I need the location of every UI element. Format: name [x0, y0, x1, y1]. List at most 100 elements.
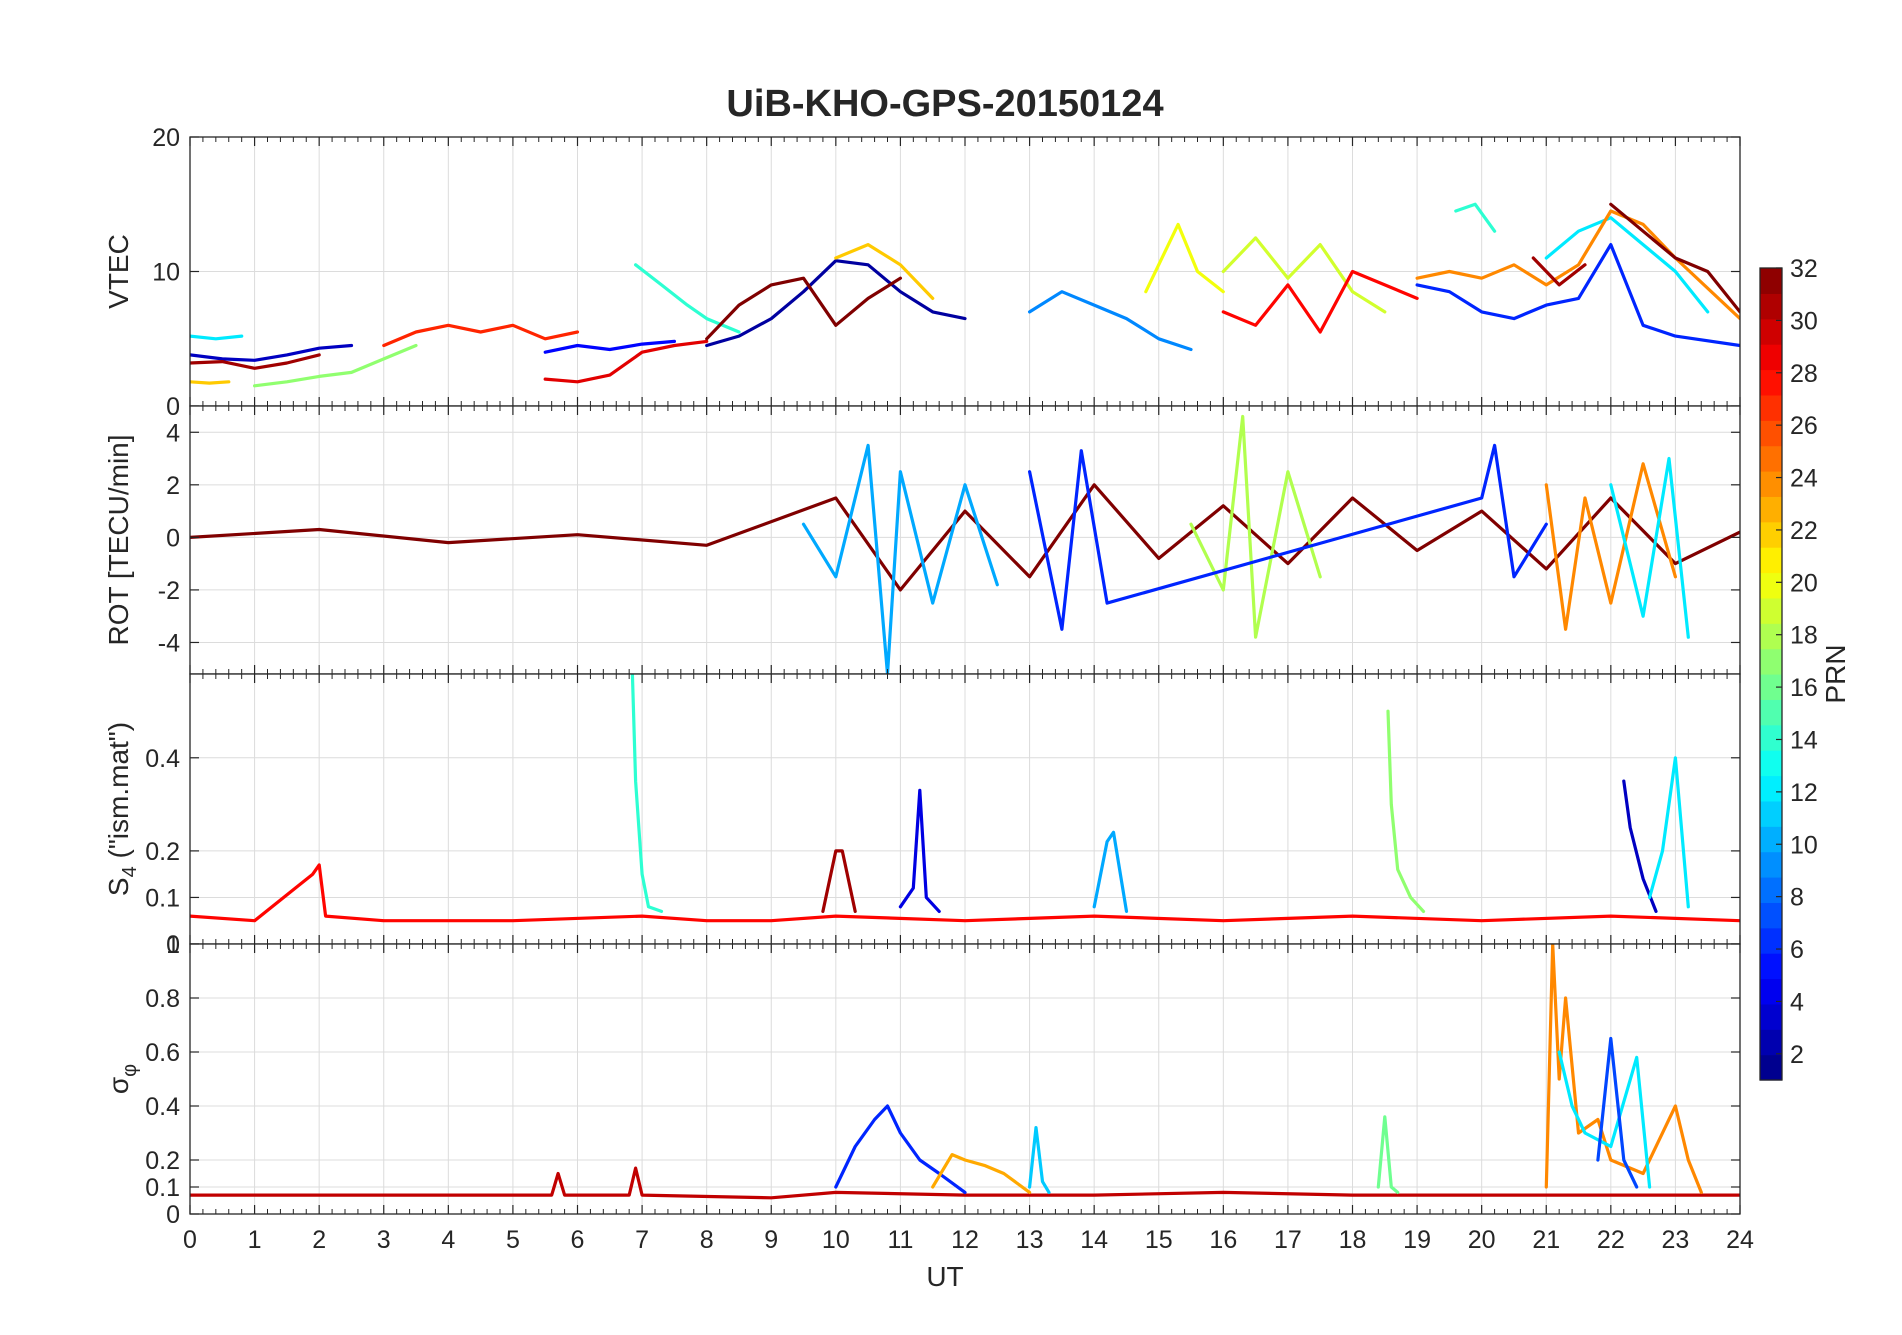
- colorbar-label: PRN: [1820, 644, 1851, 703]
- panel-vtec-ytick-label: 20: [152, 124, 180, 152]
- colorbar-segment: [1760, 471, 1782, 497]
- colorbar-tick-label: 30: [1790, 307, 1818, 335]
- colorbar-segment: [1760, 394, 1782, 421]
- trace-vtec-prn-19: [1221, 236, 1387, 314]
- colorbar-tick-label: 20: [1790, 569, 1818, 597]
- trace-s4-prn-10: [1092, 830, 1129, 913]
- colorbar-tick-label: 32: [1790, 255, 1818, 283]
- colorbar-tick-label: 22: [1790, 517, 1818, 545]
- trace-vtec-prn-12: [1544, 216, 1710, 314]
- trace-rot-prn-18: [1189, 414, 1322, 639]
- x-tick-label: 22: [1597, 1226, 1625, 1254]
- colorbar-tick-label: 12: [1790, 779, 1818, 807]
- colorbar-segment: [1760, 699, 1782, 726]
- colorbar-segment: [1760, 826, 1782, 853]
- trace-rot-prn-24: [1544, 462, 1677, 631]
- colorbar-tick-label: 6: [1790, 936, 1804, 964]
- colorbar-segment: [1760, 445, 1782, 472]
- panel-vtec-ylabel: VTEC: [103, 234, 134, 309]
- panel-rot-ytick-label: 2: [166, 472, 180, 500]
- colorbar-segment: [1760, 1054, 1782, 1081]
- trace-sigma_phi-prn-30: [190, 1166, 1740, 1200]
- colorbar-tick-label: 18: [1790, 622, 1818, 650]
- colorbar-segment: [1760, 978, 1782, 1005]
- panel-sigma_phi-ytick-label: 0.8: [145, 985, 180, 1013]
- trace-vtec-prn-12: [190, 334, 244, 341]
- colorbar-segment: [1760, 775, 1782, 802]
- panel-sigma_phi-ytick-label: 0: [166, 1201, 180, 1229]
- x-tick-label: 4: [441, 1226, 455, 1254]
- trace-vtec-prn-32: [705, 276, 902, 341]
- colorbar-segment: [1760, 547, 1782, 574]
- x-axis-label: UT: [926, 1261, 963, 1292]
- x-tick-label: 18: [1339, 1226, 1367, 1254]
- colorbar-segment: [1760, 800, 1782, 827]
- x-tick-label: 1: [248, 1226, 262, 1254]
- panel-rot-ytick-label: 4: [166, 419, 180, 447]
- colorbar-tick-label: 14: [1790, 726, 1818, 754]
- trace-vtec-prn-3: [190, 343, 354, 362]
- colorbar-segment: [1760, 369, 1782, 396]
- x-tick-label: 10: [822, 1226, 850, 1254]
- x-tick-label: 11: [887, 1226, 913, 1254]
- trace-vtec-prn-2: [705, 259, 967, 348]
- colorbar-segment: [1760, 572, 1782, 599]
- colorbar-segment: [1760, 902, 1782, 929]
- trace-rot-prn-6: [1028, 443, 1548, 631]
- colorbar-segment: [1760, 318, 1782, 345]
- colorbar-tick-label: 2: [1790, 1041, 1804, 1069]
- panel-s4-traces: [190, 674, 1740, 923]
- trace-vtec-prn-31: [190, 353, 321, 370]
- panel-s4: 0 0.1 0.2 0.4S4 ("ism.mat"): [103, 673, 1741, 959]
- trace-vtec-prn-20: [1144, 222, 1225, 294]
- trace-s4-prn-12: [1648, 756, 1690, 909]
- panel-s4-ylabel: S4 ("ism.mat"): [103, 722, 141, 896]
- panel-s4-ytick-label: 0: [166, 931, 180, 959]
- colorbar-tick-label: 8: [1790, 884, 1804, 912]
- trace-sigma_phi-prn-16: [1376, 1115, 1400, 1194]
- trace-vtec-prn-6: [1415, 243, 1740, 348]
- colorbar-tick-label: 26: [1790, 412, 1818, 440]
- x-tick-label: 6: [571, 1226, 585, 1254]
- trace-sigma_phi-prn-24: [1544, 944, 1703, 1194]
- colorbar-segment: [1760, 851, 1782, 878]
- x-tick-label: 7: [635, 1226, 649, 1254]
- trace-s4-prn-4: [898, 788, 941, 913]
- colorbar-segment: [1760, 877, 1782, 903]
- panel-rot-ytick-label: -4: [158, 629, 180, 657]
- trace-rot-prn-12: [1609, 456, 1690, 639]
- x-tick-label: 8: [700, 1226, 714, 1254]
- colorbar-segment: [1760, 496, 1782, 523]
- colorbar-segment: [1760, 293, 1782, 320]
- colorbar-segment: [1760, 953, 1782, 980]
- x-tick-label: 17: [1274, 1226, 1302, 1254]
- trace-sigma_phi-prn-7: [1596, 1036, 1639, 1189]
- colorbar-segment: [1760, 674, 1782, 700]
- colorbar-segment: [1760, 927, 1782, 954]
- x-tick-label: 21: [1532, 1226, 1560, 1254]
- trace-sigma_phi-prn-6: [834, 1104, 967, 1194]
- x-tick-label: 13: [1016, 1226, 1044, 1254]
- trace-s4-prn-14: [630, 674, 664, 913]
- colorbar-segment: [1760, 344, 1782, 371]
- x-tick-label: 19: [1403, 1226, 1431, 1254]
- x-tick-label: 3: [377, 1226, 391, 1254]
- panel-s4-ytick-label: 0.1: [145, 884, 180, 912]
- panel-rot-ytick-label: 0: [166, 524, 180, 552]
- x-tick-label: 14: [1080, 1226, 1108, 1254]
- trace-vtec-prn-29: [543, 339, 709, 384]
- trace-vtec-prn-32: [1609, 202, 1740, 314]
- trace-vtec-prn-24: [1415, 209, 1740, 321]
- colorbar-tick-label: 4: [1790, 988, 1804, 1016]
- colorbar-segment: [1760, 521, 1782, 548]
- colorbar-frame: [1759, 267, 1783, 1081]
- x-tick-label: 23: [1662, 1226, 1690, 1254]
- colorbar-segment: [1760, 420, 1782, 447]
- panel-sigma_phi-ytick-label: 0.1: [145, 1174, 180, 1202]
- x-tick-label: 2: [312, 1226, 326, 1254]
- panel-vtec-ytick-label: 0: [166, 393, 180, 421]
- colorbar-segment: [1760, 648, 1782, 675]
